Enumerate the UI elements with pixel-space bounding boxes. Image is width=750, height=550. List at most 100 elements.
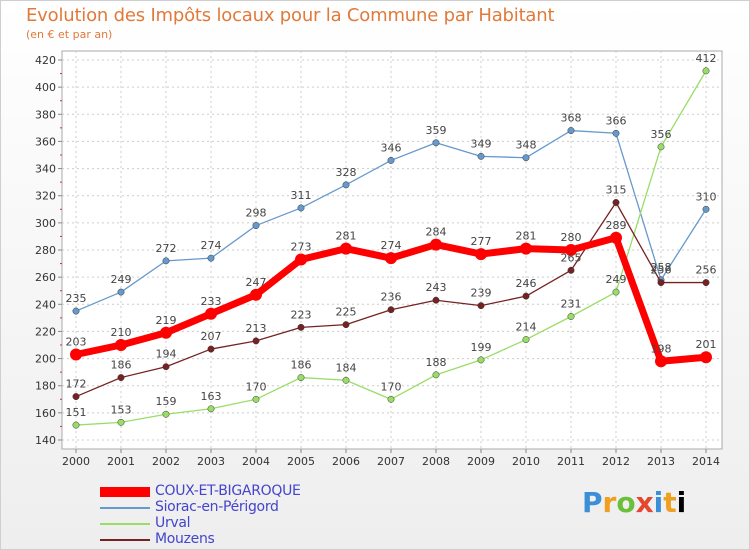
y-tick-label: 200	[35, 353, 56, 366]
data-label-1: 346	[381, 141, 402, 154]
data-point-1	[432, 139, 440, 147]
x-tick-label: 2003	[197, 455, 225, 468]
data-label-0: 274	[381, 239, 402, 252]
data-point-3	[432, 296, 440, 304]
data-label-3: 186	[111, 359, 132, 372]
y-tick-label: 320	[35, 190, 56, 203]
data-point-2	[387, 395, 395, 403]
data-label-0: 284	[426, 226, 447, 239]
data-point-2	[252, 395, 260, 403]
data-label-1: 366	[606, 114, 627, 127]
data-point-0	[700, 351, 712, 364]
data-label-0: 280	[561, 231, 582, 244]
data-point-2	[612, 288, 620, 296]
data-point-0	[520, 242, 532, 255]
y-tick-label: 260	[35, 271, 56, 284]
y-tick-label: 420	[35, 54, 56, 67]
data-label-3: 246	[516, 277, 537, 290]
x-tick-label: 2002	[152, 455, 180, 468]
logo-letter: t	[663, 486, 677, 519]
data-point-0	[430, 238, 442, 251]
data-point-1	[567, 127, 575, 135]
data-point-3	[567, 266, 575, 274]
data-point-3	[657, 279, 665, 287]
x-tick-label: 2007	[377, 455, 405, 468]
data-point-2	[162, 410, 170, 418]
data-label-3: 236	[381, 291, 402, 304]
x-tick-label: 2013	[647, 455, 675, 468]
data-label-3: 223	[291, 308, 312, 321]
data-point-3	[522, 292, 530, 300]
data-point-2	[297, 374, 305, 382]
data-label-2: 186	[291, 359, 312, 372]
data-label-0: 281	[336, 230, 357, 243]
data-point-1	[117, 288, 125, 296]
data-label-1: 310	[696, 190, 717, 203]
y-tick-label: 140	[35, 434, 56, 447]
y-tick-label: 380	[35, 108, 56, 121]
data-point-1	[342, 181, 350, 189]
logo-letter: i	[653, 486, 664, 519]
x-tick-label: 2008	[422, 455, 450, 468]
legend-swatch-siorac	[100, 507, 150, 509]
data-label-2: 153	[111, 403, 132, 416]
logo-letter: P	[582, 486, 603, 519]
data-label-2: 199	[471, 341, 492, 354]
data-point-3	[387, 306, 395, 314]
data-label-0: 219	[156, 314, 177, 327]
x-tick-label: 2006	[332, 455, 360, 468]
data-label-2: 184	[336, 361, 357, 374]
chart-subtitle: (en € et par an)	[26, 28, 113, 41]
data-label-0: 201	[696, 338, 717, 351]
data-point-1	[207, 254, 215, 262]
data-label-2: 356	[651, 128, 672, 141]
data-point-2	[207, 405, 215, 413]
data-point-1	[387, 156, 395, 164]
x-tick-label: 2005	[287, 455, 315, 468]
legend-swatch-coux	[100, 487, 150, 497]
y-tick-label: 340	[35, 163, 56, 176]
data-label-3: 225	[336, 306, 357, 319]
data-label-2: 412	[696, 52, 717, 65]
data-point-2	[567, 313, 575, 320]
data-point-3	[207, 345, 215, 353]
y-tick-label: 220	[35, 325, 56, 338]
x-tick-label: 2001	[107, 455, 135, 468]
data-label-3: 172	[66, 378, 87, 391]
data-point-2	[522, 336, 530, 344]
y-tick-label: 300	[35, 217, 56, 230]
logo-letter: o	[616, 486, 636, 519]
data-point-3	[477, 302, 485, 310]
data-point-0	[295, 253, 307, 266]
data-point-3	[72, 393, 80, 401]
data-label-1: 272	[156, 242, 177, 255]
data-point-0	[70, 348, 82, 361]
y-tick-label: 280	[35, 244, 56, 257]
data-point-2	[477, 356, 485, 364]
data-label-1: 348	[516, 139, 537, 152]
data-point-2	[657, 143, 665, 151]
data-point-1	[72, 307, 80, 315]
legend-swatch-urval	[100, 523, 150, 525]
data-label-1: 311	[291, 189, 312, 202]
data-point-0	[475, 248, 487, 261]
data-label-1: 249	[111, 273, 132, 286]
data-label-1: 328	[336, 166, 357, 179]
data-label-3: 194	[156, 348, 177, 361]
data-point-0	[250, 288, 262, 301]
data-point-2	[72, 421, 80, 429]
data-point-3	[612, 199, 620, 206]
data-label-0: 198	[651, 342, 672, 355]
data-label-3: 243	[426, 281, 447, 294]
data-label-2: 231	[561, 298, 582, 311]
data-point-2	[702, 67, 710, 75]
data-point-0	[655, 355, 667, 368]
legend-label-urval: Urval	[155, 515, 191, 531]
data-label-0: 247	[246, 276, 267, 289]
y-tick-label: 360	[35, 135, 56, 148]
data-point-2	[342, 376, 350, 384]
data-point-0	[160, 326, 172, 339]
data-label-1: 274	[201, 239, 222, 252]
logo-letter: r	[602, 486, 617, 519]
